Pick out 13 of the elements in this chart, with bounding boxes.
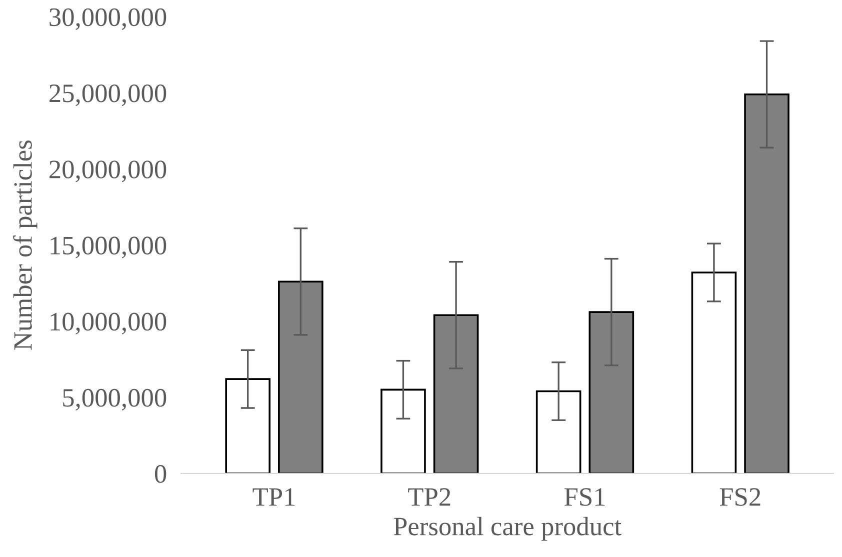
y-tick-label: 30,000,000 (50, 8, 166, 30)
y-tick-label: 15,000,000 (50, 236, 166, 258)
x-tick-label: TP2 (408, 488, 450, 506)
y-axis-title: Number of particles (13, 140, 38, 350)
x-tick-label: FS2 (720, 488, 760, 506)
y-tick-label: 25,000,000 (50, 84, 166, 106)
y-tick-label: 5,000,000 (63, 388, 166, 411)
y-tick-label: 10,000,000 (50, 312, 166, 334)
y-tick-label: 0 (154, 465, 166, 483)
y-tick-label: 20,000,000 (50, 160, 166, 182)
x-axis-title: Personal care product (394, 516, 622, 541)
x-tick-label: FS1 (564, 488, 605, 506)
x-tick-label: TP1 (252, 488, 295, 506)
